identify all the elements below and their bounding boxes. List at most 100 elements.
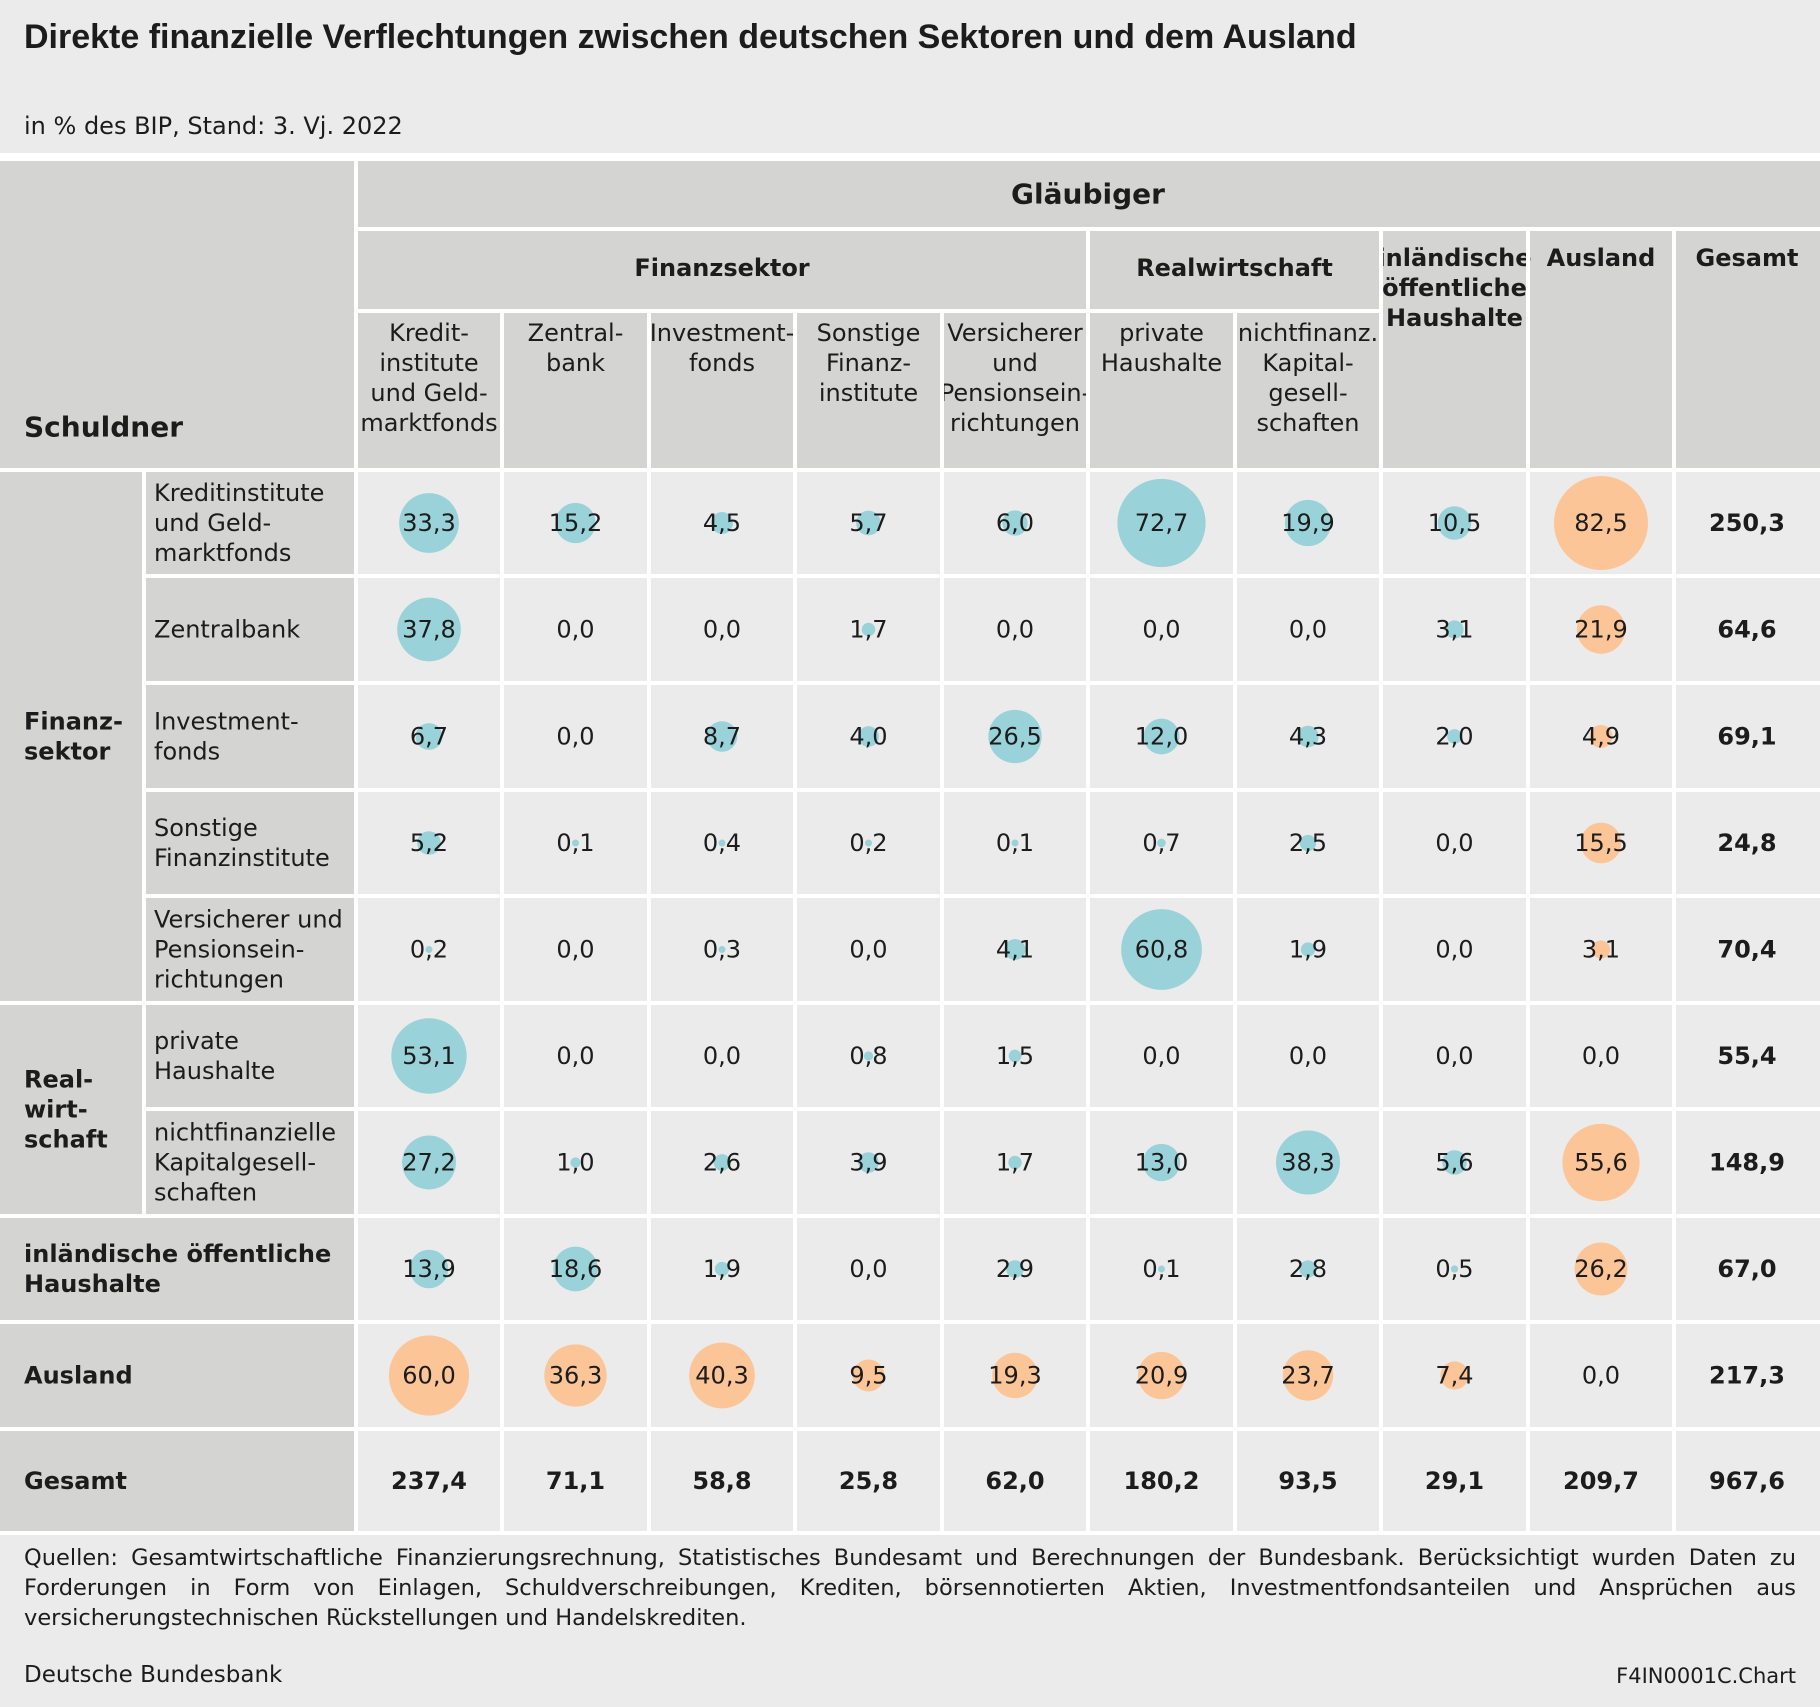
bubble-mark bbox=[1004, 939, 1026, 960]
row-label: Kreditinstitute bbox=[154, 479, 324, 507]
bubble-mark bbox=[391, 1018, 467, 1094]
source-note: Quellen: Gesamtwirtschaftliche Finanzier… bbox=[24, 1545, 1796, 1631]
cell-value: 1,0 bbox=[556, 1149, 594, 1177]
cell-value: 12,0 bbox=[1135, 723, 1188, 751]
cell-value: 0,0 bbox=[1435, 1042, 1473, 1070]
bubble-mark bbox=[1121, 909, 1202, 990]
column-group-label: Ausland bbox=[1547, 244, 1656, 272]
cell-value: 4,0 bbox=[849, 723, 887, 751]
row-label: Haushalte bbox=[24, 1270, 161, 1298]
cell-value: 0,0 bbox=[556, 936, 594, 964]
column-label: fonds bbox=[689, 349, 755, 377]
column-label: Investment- bbox=[650, 319, 795, 347]
cell-value: 38,3 bbox=[1281, 1149, 1334, 1177]
bubble-mark bbox=[1143, 718, 1180, 755]
cell-value: 0,1 bbox=[996, 829, 1034, 857]
row-header-title: Schuldner bbox=[24, 411, 183, 444]
cell-value: 15,5 bbox=[1574, 829, 1627, 857]
bubble-mark bbox=[1137, 1351, 1186, 1400]
bubble-mark bbox=[1002, 510, 1028, 536]
row-total-value: 217,3 bbox=[1709, 1362, 1785, 1390]
bubble-mark bbox=[988, 709, 1042, 764]
bubble-mark bbox=[409, 1249, 449, 1289]
cell-value: 1,7 bbox=[996, 1149, 1034, 1177]
bubble-mark bbox=[1282, 1350, 1334, 1401]
cell-value: 0,5 bbox=[1435, 1255, 1473, 1283]
cell-value: 10,5 bbox=[1428, 509, 1481, 537]
cell-value: 26,5 bbox=[988, 723, 1041, 751]
cell-value: 0,0 bbox=[1435, 829, 1473, 857]
row-total-value: 67,0 bbox=[1717, 1255, 1776, 1283]
bubble-mark bbox=[1157, 838, 1166, 848]
cell-value: 37,8 bbox=[402, 616, 455, 644]
bubble-mark bbox=[388, 1335, 470, 1416]
cell-value: 0,7 bbox=[1142, 829, 1180, 857]
cell-value: 0,1 bbox=[556, 829, 594, 857]
cell-value: 209,7 bbox=[1563, 1467, 1639, 1495]
bubble-mark bbox=[1442, 1150, 1467, 1175]
bubble-mark bbox=[1437, 506, 1472, 540]
cell-value: 0,0 bbox=[556, 723, 594, 751]
bubble-mark bbox=[415, 723, 443, 750]
cell-value: 5,7 bbox=[849, 509, 887, 537]
cell-value: 5,2 bbox=[410, 829, 448, 857]
cell-value: 2,5 bbox=[1289, 829, 1327, 857]
cell-value: 60,8 bbox=[1135, 936, 1188, 964]
column-group-label: inländische bbox=[1377, 244, 1531, 272]
bubble-mark bbox=[1158, 1265, 1165, 1273]
column-label: gesell- bbox=[1268, 379, 1347, 407]
row-label: richtungen bbox=[154, 966, 284, 994]
column-label: Kapital- bbox=[1262, 349, 1353, 377]
row-group-label: schaft bbox=[24, 1126, 108, 1154]
bubble-mark bbox=[1300, 942, 1316, 957]
cell-value: 53,1 bbox=[402, 1042, 455, 1070]
column-label: Versicherer bbox=[947, 319, 1083, 347]
cell-value: 0,0 bbox=[556, 616, 594, 644]
cell-value: 20,9 bbox=[1135, 1362, 1188, 1390]
column-label: institute bbox=[819, 379, 918, 407]
cell-value: 36,3 bbox=[549, 1362, 602, 1390]
cell-value: 15,2 bbox=[549, 509, 602, 537]
cell-value: 3,1 bbox=[1435, 616, 1473, 644]
cell-value: 4,3 bbox=[1289, 723, 1327, 751]
column-label: und Geld- bbox=[370, 379, 487, 407]
cell-value: 3,9 bbox=[849, 1149, 887, 1177]
row-total-value: 967,6 bbox=[1709, 1467, 1785, 1495]
bubble-mark bbox=[1440, 1361, 1469, 1390]
row-total-value: 69,1 bbox=[1717, 723, 1776, 751]
cell-value: 0,0 bbox=[703, 1042, 741, 1070]
cell-value: 0,4 bbox=[703, 829, 741, 857]
row-label: Versicherer und bbox=[154, 906, 343, 934]
cell-value: 19,3 bbox=[988, 1362, 1041, 1390]
cell-value: 71,1 bbox=[546, 1467, 605, 1495]
cell-value: 0,1 bbox=[1142, 1255, 1180, 1283]
cell-value: 0,0 bbox=[556, 1042, 594, 1070]
row-label: Investment- bbox=[154, 708, 299, 736]
cell-value: 25,8 bbox=[839, 1467, 898, 1495]
cell-value: 6,0 bbox=[996, 509, 1034, 537]
cell-value: 18,6 bbox=[549, 1255, 602, 1283]
bubble-mark bbox=[718, 946, 726, 953]
cell-value: 27,2 bbox=[402, 1149, 455, 1177]
chart-title: Direkte finanzielle Verflechtungen zwisc… bbox=[24, 18, 1357, 56]
row-total-value: 70,4 bbox=[1717, 936, 1776, 964]
cell-value: 0,2 bbox=[849, 829, 887, 857]
row-label: Ausland bbox=[24, 1362, 133, 1390]
bubble-mark bbox=[718, 839, 726, 847]
row-group-label: Finanz- bbox=[24, 708, 123, 736]
cell-value: 0,3 bbox=[703, 936, 741, 964]
bubble-mark bbox=[1299, 1260, 1317, 1278]
cell-value: 33,3 bbox=[402, 509, 455, 537]
row-label: Pensionsein- bbox=[154, 936, 304, 964]
cell-value: 237,4 bbox=[391, 1467, 467, 1495]
row-total-value: 250,3 bbox=[1709, 509, 1785, 537]
cell-value: 62,0 bbox=[985, 1467, 1044, 1495]
cell-value: 13,0 bbox=[1135, 1149, 1188, 1177]
cell-value: 0,0 bbox=[1289, 1042, 1327, 1070]
column-label: institute bbox=[379, 349, 478, 377]
cell-value: 19,9 bbox=[1281, 509, 1334, 537]
bubble-mark bbox=[1574, 1242, 1628, 1296]
cell-value: 0,0 bbox=[1289, 616, 1327, 644]
cell-value: 4,9 bbox=[1582, 723, 1620, 751]
cell-value: 1,7 bbox=[849, 616, 887, 644]
